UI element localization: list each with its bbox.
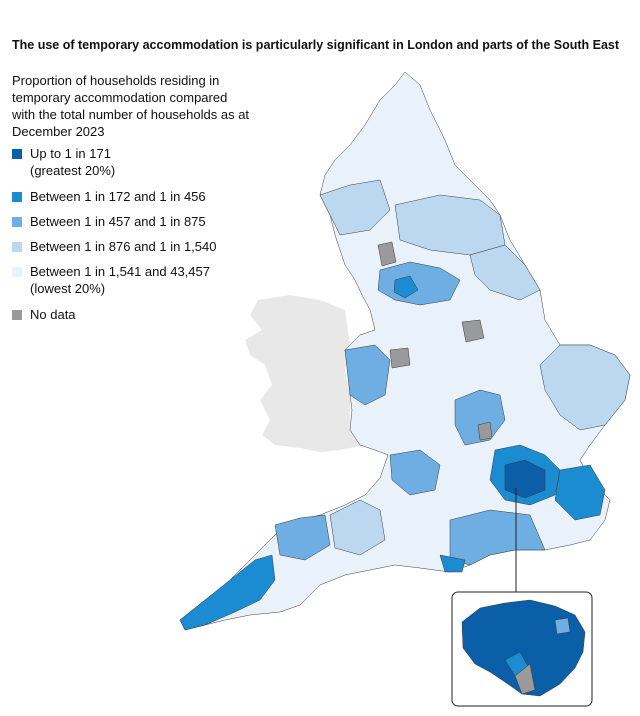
legend-swatch: [12, 217, 22, 227]
region: [274, 514, 331, 561]
london-borough: [554, 617, 571, 635]
region: [439, 554, 466, 573]
legend-swatch: [12, 310, 22, 320]
legend-label: Between 1 in 457 and 1 in 875: [30, 214, 206, 229]
legend-swatch: [12, 192, 22, 202]
london: [461, 599, 586, 697]
legend-label: Between 1 in 172 and 1 in 456: [30, 189, 206, 204]
legend-label: No data: [30, 307, 76, 322]
region: [319, 179, 391, 236]
region: [477, 421, 493, 441]
region: [454, 389, 506, 446]
legend-label: Between 1 in 876 and 1 in 1,540: [30, 239, 217, 254]
legend-swatch: [12, 242, 22, 252]
region: [554, 464, 606, 521]
london-borough: [514, 663, 536, 695]
region: [389, 347, 411, 369]
legend-label: Up to 1 in 171 (greatest 20%): [30, 146, 116, 178]
legend-swatch: [12, 149, 22, 159]
region: [504, 459, 546, 499]
legend-label: Between 1 in 1,541 and 43,457 (lowest 20…: [30, 264, 210, 296]
region: [179, 554, 276, 631]
legend-swatch: [12, 267, 22, 277]
title: The use of temporary accommodation is pa…: [12, 38, 620, 52]
legend-title: Proportion of households residing in tem…: [12, 73, 250, 139]
region: [329, 499, 386, 556]
region: [461, 319, 485, 343]
region: [377, 241, 397, 267]
region: [539, 344, 631, 431]
region: [344, 344, 391, 406]
region: [469, 244, 541, 301]
wales: [245, 295, 365, 452]
region: [393, 275, 419, 299]
region: [449, 509, 546, 566]
region: [389, 449, 441, 496]
